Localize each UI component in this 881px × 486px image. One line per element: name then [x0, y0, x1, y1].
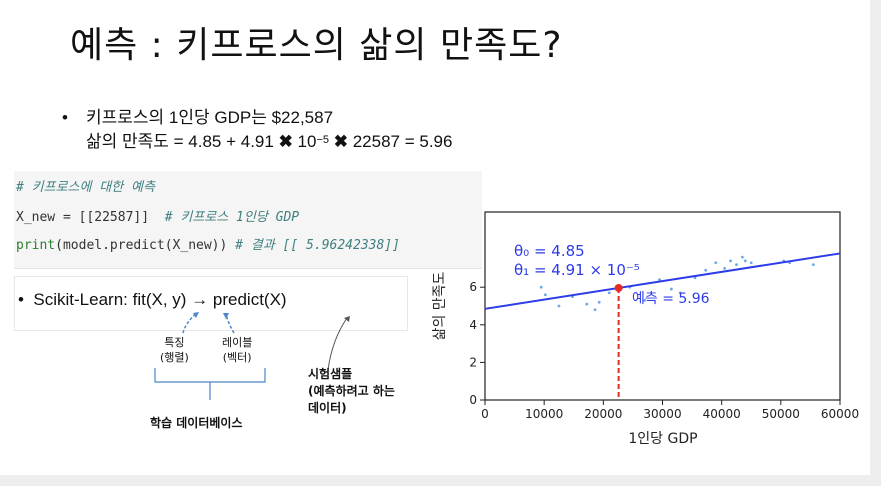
code-block: # 키프로스에 대한 예측 X_new = [[22587]] # 키프로스 1…: [14, 171, 482, 269]
sample-sub2: 데이터): [308, 401, 347, 415]
code-comment-gdp: # 키프로스 1인당 GDP: [164, 210, 300, 225]
data-point: [749, 261, 753, 265]
sklearn-bullet: •: [18, 290, 24, 309]
data-point: [593, 308, 597, 312]
sample-arrowhead-icon: [344, 316, 350, 322]
x-tick-label: 0: [481, 407, 489, 421]
prediction-marker: [614, 283, 623, 292]
data-point: [543, 293, 547, 297]
data-point: [811, 263, 815, 267]
label-arrow: [225, 313, 235, 334]
x-tick-label: 20000: [584, 407, 622, 421]
data-point: [723, 267, 727, 270]
gdp-line: 키프로스의 1인당 GDP는 $22,587: [86, 108, 334, 127]
code-comment-line: # 키프로스에 대한 예측: [16, 180, 155, 195]
scroll-edge: [870, 0, 881, 486]
formula-prefix: 삶의 만족도 = 4.85 + 4.91: [86, 132, 279, 151]
y-tick-label: 4: [469, 318, 477, 332]
code-line-print: print(model.predict(X_new)) # 결과 [[ 5.96…: [16, 234, 400, 253]
prediction-label: 예측 = 5.96: [632, 291, 710, 307]
bottom-edge: [0, 475, 881, 486]
sample-label: 시험샘플: [308, 367, 353, 381]
data-point: [643, 298, 647, 302]
label-label: 레이블: [222, 336, 253, 349]
theta1-label: θ₁ = 4.91 × 10⁻⁵: [514, 261, 640, 279]
multiply-icon: ✖: [333, 132, 348, 151]
data-point: [539, 285, 543, 289]
data-point: [597, 300, 601, 304]
feature-arrowhead-icon: [193, 312, 199, 318]
formula-exponent: −5: [316, 134, 330, 146]
data-point: [678, 291, 682, 295]
code-comment-result: # 결과 [[ 5.96242338]]: [235, 238, 400, 253]
y-tick-label: 6: [469, 280, 477, 294]
label-arrowhead-icon: [223, 313, 229, 319]
axis-ticks: 0 10000 20000 30000 40000 50000 60000 0 2 4 6: [469, 280, 859, 421]
code-line-xnew: X_new = [[22587]] # 키프로스 1인당 GDP: [16, 206, 299, 225]
data-point: [704, 268, 708, 272]
feature-sub: (행렬): [160, 351, 189, 364]
x-tick-label: 10000: [525, 407, 563, 421]
sklearn-api: Scikit-Learn: fit(X, y) → predict(X): [33, 290, 287, 309]
y-tick-label: 2: [469, 355, 477, 369]
x-tick-label: 60000: [821, 407, 859, 421]
data-point: [714, 261, 718, 265]
training-annotation: 학습 데이터베이스: [150, 416, 243, 430]
y-tick-label: 0: [469, 393, 477, 407]
x-tick-label: 40000: [703, 407, 741, 421]
sample-annotation: 시험샘플 (예측하려고 하는 데이터): [308, 366, 395, 417]
label-sub: (벡터): [222, 351, 252, 364]
data-point: [729, 259, 732, 263]
data-point: [735, 263, 738, 267]
data-point: [607, 291, 611, 295]
x-tick-label: 50000: [762, 407, 800, 421]
sklearn-text: • Scikit-Learn: fit(X, y) → predict(X): [18, 290, 287, 310]
feature-annotation: 특징 (행렬): [160, 335, 189, 365]
code-xnew: X_new = [[22587]]: [16, 210, 165, 225]
regression-line: [484, 252, 841, 310]
y-axis-label: 삶의 만족도: [432, 271, 448, 340]
feature-label: 특징: [164, 336, 185, 349]
feature-arrow: [182, 313, 197, 334]
code-predict-call: (model.predict(X_new)): [55, 238, 236, 253]
plot-area: [484, 211, 841, 401]
sklearn-box: [14, 276, 408, 331]
code-print-fn: print: [16, 238, 56, 253]
formula-ten: 10: [292, 132, 317, 151]
x-tick-label: 30000: [643, 407, 681, 421]
slide-title: 예측 : 키프로스의 삶의 만족도?: [70, 25, 563, 66]
data-point: [585, 302, 589, 306]
data-point: [743, 259, 747, 263]
scatter-chart: 0 10000 20000 30000 40000 50000 60000 0 2 4 6 θ₀ =…: [432, 211, 859, 447]
formula-suffix: 22587 = 5.96: [348, 132, 453, 151]
training-bracket: [154, 368, 266, 383]
formula-line: 삶의 만족도 = 4.85 + 4.91 ✖ 10−5 ✖ 22587 = 5.…: [86, 130, 452, 154]
x-axis-label: 1인당 GDP: [628, 431, 697, 447]
theta0-label: θ₀ = 4.85: [514, 242, 585, 260]
data-point: [658, 278, 661, 282]
sample-sub1: (예측하려고 하는: [308, 384, 395, 398]
label-annotation: 레이블 (벡터): [222, 335, 252, 365]
data-point: [740, 255, 744, 259]
data-points: [539, 255, 815, 312]
sample-arrow: [327, 317, 348, 371]
data-point: [557, 304, 561, 308]
bullet-dot: •: [62, 108, 68, 127]
multiply-icon: ✖: [278, 132, 293, 151]
data-point: [669, 287, 673, 291]
